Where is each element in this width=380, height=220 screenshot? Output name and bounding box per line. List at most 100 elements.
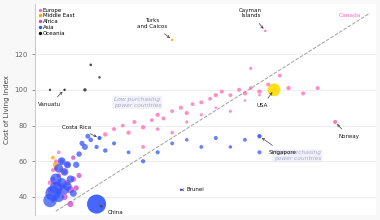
Point: [97, 136, 103, 140]
Point: [67, 177, 73, 181]
Point: [140, 126, 146, 129]
Point: [62, 88, 68, 92]
Legend: Europe, Middle East, Africa, Asia, Oceania: Europe, Middle East, Africa, Asia, Ocean…: [38, 7, 75, 36]
Text: High purchasing
power countries: High purchasing power countries: [273, 150, 321, 161]
Point: [53, 163, 59, 167]
Point: [70, 156, 76, 160]
Point: [53, 186, 59, 190]
Point: [256, 134, 263, 138]
Point: [111, 127, 117, 131]
Point: [56, 150, 62, 154]
Point: [56, 167, 62, 170]
Point: [65, 184, 71, 188]
Point: [169, 142, 175, 145]
Point: [227, 145, 233, 149]
Point: [65, 163, 71, 167]
Point: [50, 192, 56, 195]
Point: [65, 181, 71, 184]
Point: [65, 163, 71, 167]
Point: [332, 120, 338, 124]
Point: [160, 117, 166, 120]
Point: [59, 184, 65, 188]
Point: [213, 94, 219, 97]
Point: [300, 92, 306, 95]
Point: [120, 124, 126, 127]
Point: [169, 110, 175, 113]
Point: [155, 127, 161, 131]
Point: [67, 188, 73, 192]
Point: [227, 110, 233, 113]
Point: [236, 88, 242, 92]
Point: [178, 188, 184, 192]
Point: [102, 133, 108, 136]
Point: [93, 145, 100, 149]
Text: Brunei: Brunei: [181, 187, 204, 192]
Point: [248, 86, 254, 90]
Point: [67, 202, 73, 206]
Point: [62, 170, 68, 174]
Point: [70, 192, 76, 195]
Point: [56, 195, 62, 199]
Point: [53, 160, 59, 163]
Y-axis label: Cost of Living Index: Cost of Living Index: [4, 75, 10, 144]
Point: [140, 145, 146, 149]
Point: [178, 106, 184, 109]
Point: [76, 152, 82, 156]
Point: [111, 142, 117, 145]
Point: [102, 149, 108, 152]
Point: [242, 138, 248, 141]
Point: [125, 131, 131, 134]
Point: [285, 86, 291, 90]
Point: [97, 76, 103, 79]
Point: [242, 92, 248, 95]
Point: [53, 167, 59, 170]
Point: [169, 131, 175, 134]
Point: [88, 138, 94, 141]
Point: [53, 177, 59, 181]
Point: [85, 134, 91, 138]
Point: [73, 163, 79, 167]
Point: [256, 94, 263, 97]
Point: [62, 195, 68, 199]
Point: [59, 160, 65, 163]
Point: [47, 88, 53, 92]
Point: [184, 138, 190, 141]
Point: [184, 120, 190, 124]
Point: [169, 38, 175, 42]
Point: [73, 186, 79, 190]
Point: [59, 168, 65, 172]
Point: [218, 90, 225, 93]
Point: [256, 150, 263, 154]
Point: [47, 199, 53, 202]
Point: [140, 160, 146, 163]
Point: [50, 156, 56, 160]
Point: [248, 67, 254, 70]
Point: [271, 88, 277, 92]
Point: [155, 113, 161, 117]
Point: [198, 145, 204, 149]
Point: [76, 174, 82, 177]
Point: [53, 183, 59, 186]
Point: [50, 168, 56, 172]
Point: [198, 101, 204, 104]
Text: Cayman
Islands: Cayman Islands: [239, 8, 263, 28]
Point: [62, 170, 68, 174]
Text: Turks
and Caicos: Turks and Caicos: [137, 18, 169, 38]
Point: [155, 150, 161, 154]
Text: Norway: Norway: [337, 125, 359, 139]
Point: [131, 120, 138, 124]
Point: [265, 83, 271, 86]
Point: [190, 102, 196, 106]
Point: [59, 160, 65, 163]
Point: [50, 199, 56, 202]
Point: [93, 202, 100, 206]
Point: [262, 29, 268, 33]
Point: [82, 145, 88, 149]
Point: [242, 99, 248, 102]
Point: [47, 192, 53, 195]
Point: [213, 106, 219, 109]
Point: [149, 118, 155, 122]
Point: [50, 177, 56, 181]
Text: Costa Rica: Costa Rica: [62, 125, 96, 137]
Text: China: China: [100, 205, 124, 215]
